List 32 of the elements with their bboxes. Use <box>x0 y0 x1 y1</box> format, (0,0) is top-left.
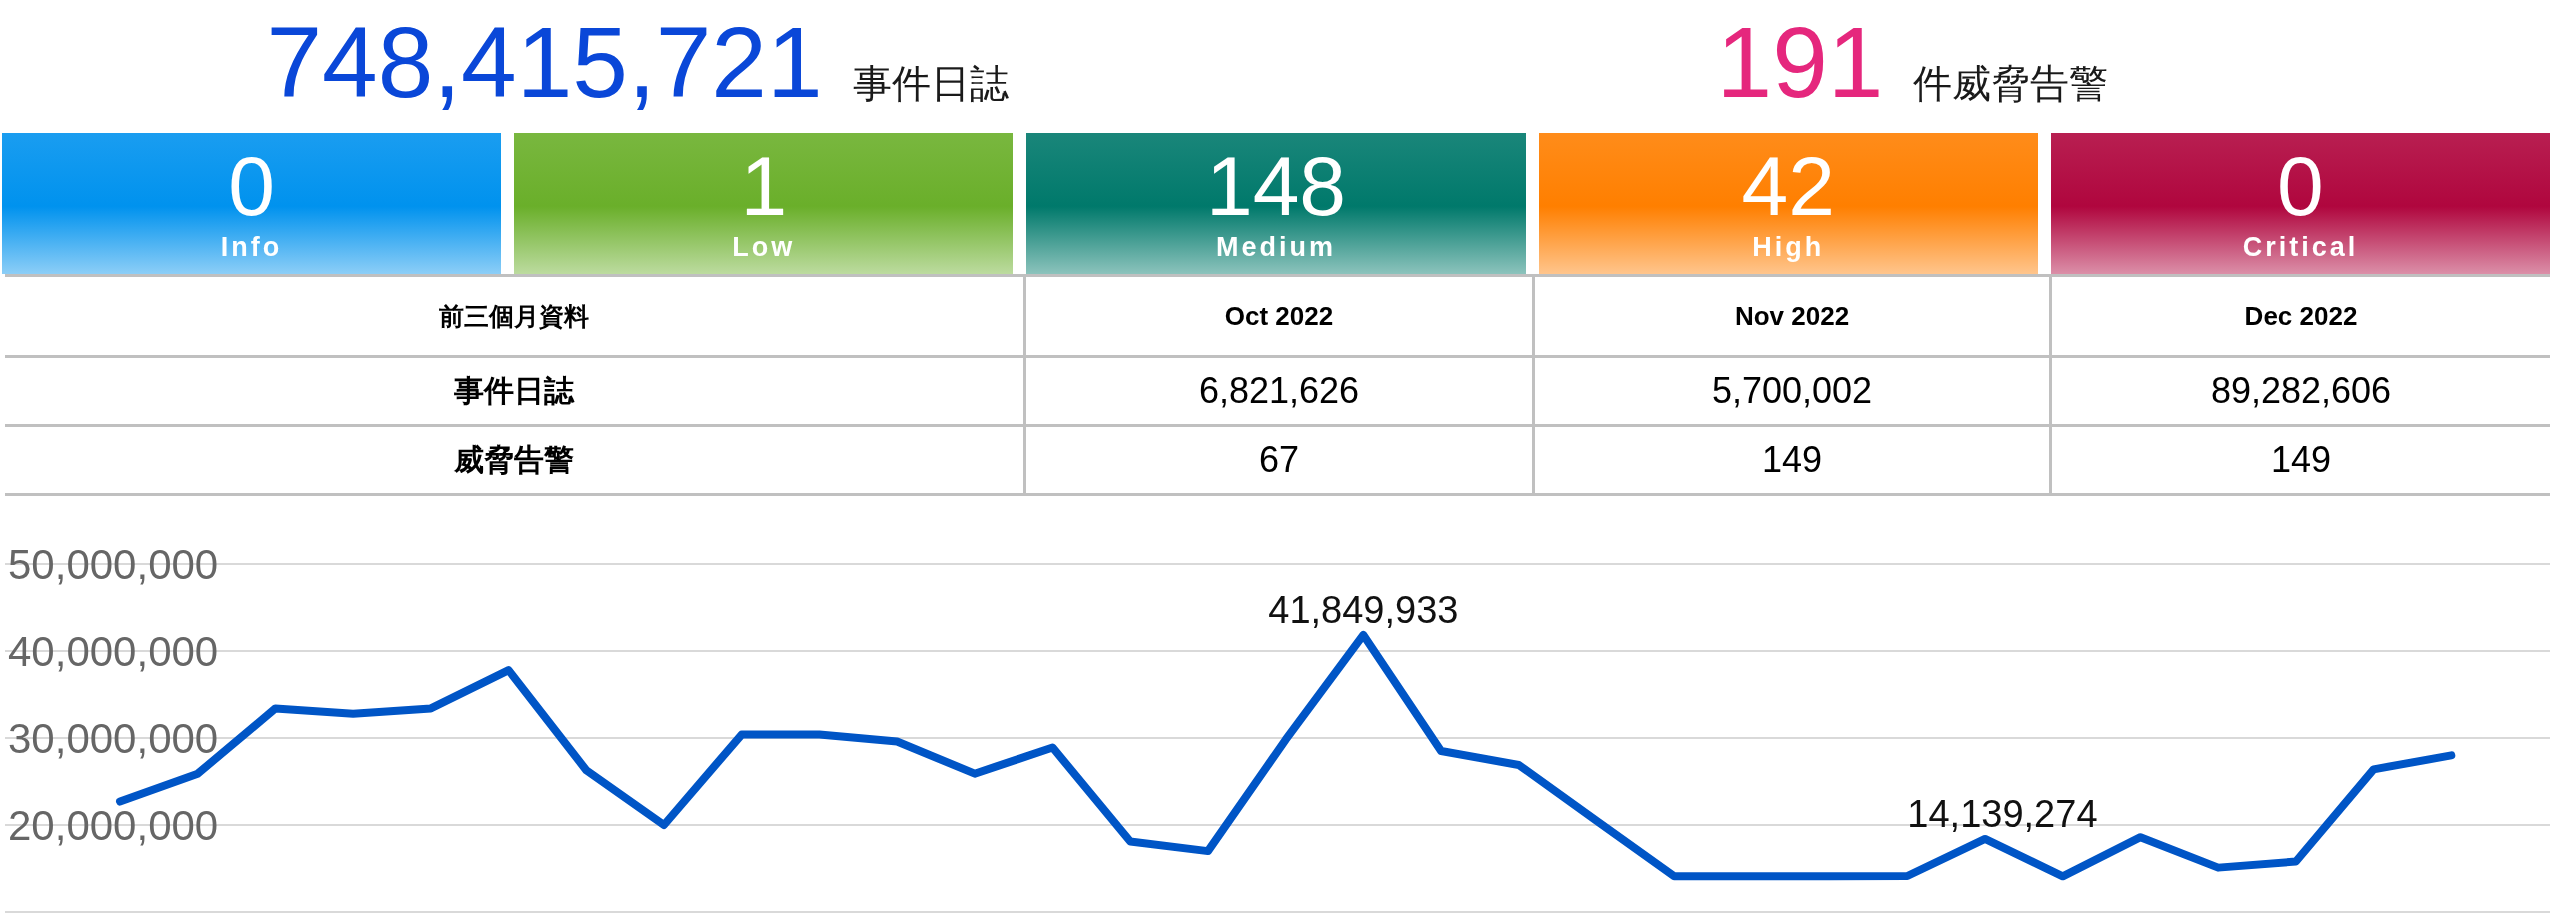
y-tick-label: 40,000,000 <box>8 627 219 675</box>
data-label: 191 <box>1716 5 1884 120</box>
data-label: 67 <box>1023 427 1532 493</box>
category-label: High <box>1751 231 1826 263</box>
category-label: Low <box>731 231 797 263</box>
data-label: 149 <box>2049 427 2550 493</box>
data-label: 5,700,002 <box>1532 358 2049 424</box>
text: 事件日誌 <box>453 372 576 409</box>
data-label: 6,821,626 <box>1023 358 1532 424</box>
data-label: 14,139,274 <box>1907 792 2098 835</box>
data-label: 149 <box>1532 427 2049 493</box>
text: 前三個月資料 <box>438 300 590 332</box>
category-label: Critical <box>2241 231 2360 263</box>
category-label: Medium <box>1215 231 1337 263</box>
data-label: 41,849,933 <box>1268 588 1459 631</box>
category-label: Info <box>219 231 284 263</box>
category-label: Oct 2022 <box>1023 277 1532 355</box>
data-label: 0 <box>2276 139 2325 233</box>
category-label: 事件日誌 <box>852 61 1009 107</box>
y-tick-label: 20,000,000 <box>8 801 219 849</box>
category-label: Nov 2022 <box>1532 277 2049 355</box>
data-label: 148 <box>1204 139 1348 233</box>
text: 威脅告警 <box>453 441 575 478</box>
category-label: 件威脅告警 <box>1913 61 2109 107</box>
data-label: 0 <box>227 139 276 233</box>
data-label: 42 <box>1740 139 1836 233</box>
data-label: 748,415,721 <box>266 5 823 120</box>
category-label: Dec 2022 <box>2049 277 2550 355</box>
data-label: 1 <box>739 139 789 233</box>
data-label: 89,282,606 <box>2049 358 2550 424</box>
y-tick-label: 30,000,000 <box>8 714 219 762</box>
y-tick-label: 50,000,000 <box>8 540 219 588</box>
